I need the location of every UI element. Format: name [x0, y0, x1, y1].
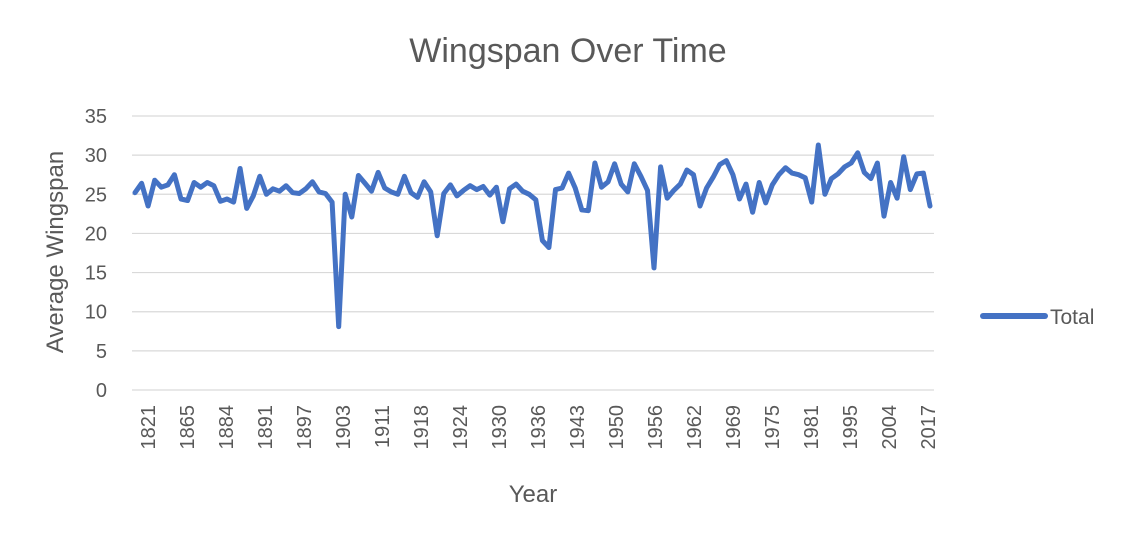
x-tick-label: 1975 [762, 405, 784, 450]
x-tick-label: 1943 [567, 405, 589, 450]
x-tick-label: 1930 [489, 405, 511, 450]
x-tick-label: 1950 [606, 405, 628, 450]
x-tick-label: 1897 [294, 405, 316, 450]
x-tick-label: 2017 [918, 405, 940, 450]
x-tick-label: 1918 [411, 405, 433, 450]
y-tick-label: 25 [85, 184, 107, 206]
x-tick-label: 1911 [372, 405, 394, 448]
x-tick-label: 1891 [255, 405, 277, 450]
x-tick-label: 1981 [801, 405, 823, 450]
x-axis-label: Year [509, 481, 558, 508]
y-tick-label: 30 [85, 145, 107, 167]
series-layer [132, 142, 933, 330]
y-tick-label: 5 [96, 341, 107, 363]
x-tick-label: 1821 [138, 405, 160, 450]
x-tick-label: 1903 [333, 405, 355, 450]
legend-label-total: Total [1050, 306, 1094, 329]
x-tick-label: 1924 [450, 405, 472, 450]
legend: Total [980, 306, 1094, 329]
y-tick-label: 10 [85, 302, 107, 324]
y-tick-label: 35 [85, 106, 107, 128]
y-axis-label: Average Wingspan [42, 151, 69, 353]
gridlines [132, 115, 934, 391]
x-tick-label: 1962 [684, 405, 706, 450]
x-tick-label: 1936 [528, 405, 550, 450]
x-axis-ticks: 1821 1865 1884 1891 1897 1903 1911 1918 1924 1930… [138, 405, 940, 450]
y-axis-ticks: 0 5 10 15 20 25 30 35 [85, 106, 107, 402]
series-line-total [132, 142, 933, 330]
chart-title: Wingspan Over Time [409, 32, 726, 70]
x-tick-label: 2004 [879, 405, 901, 450]
x-tick-label: 1865 [177, 405, 199, 450]
y-tick-label: 0 [96, 380, 107, 402]
x-tick-label: 1884 [216, 405, 238, 450]
y-tick-label: 15 [85, 263, 107, 285]
x-tick-label: 1969 [723, 405, 745, 450]
x-tick-label: 1995 [840, 405, 862, 450]
x-tick-label: 1956 [645, 405, 667, 450]
y-tick-label: 20 [85, 223, 107, 245]
